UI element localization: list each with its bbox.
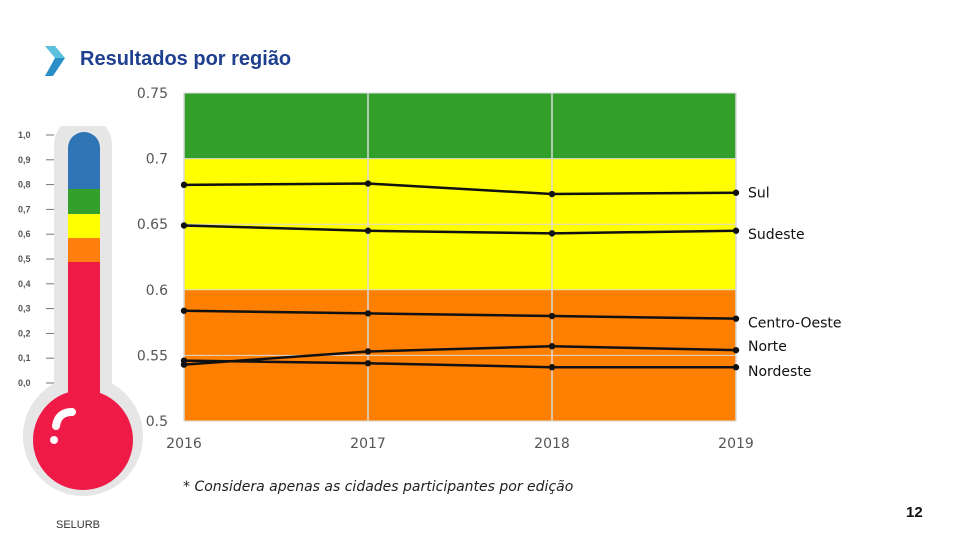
- x-axis-ticks: 2016 2017 2018 2019: [166, 436, 754, 452]
- chart-bands: [184, 93, 736, 421]
- series-point: [364, 310, 372, 317]
- thermometer-scale-label: 0,6: [18, 229, 31, 239]
- series-point: [364, 180, 372, 187]
- series-label: Nordeste: [748, 364, 811, 380]
- brand-label: SELURB: [56, 519, 101, 531]
- x-tick-label: 2016: [166, 436, 202, 452]
- x-tick-label: 2017: [350, 436, 386, 452]
- series-label: Norte: [748, 339, 787, 355]
- thermometer-shine-dot: [50, 436, 58, 444]
- thermometer-band-yellow: [68, 214, 100, 239]
- series-point: [548, 230, 556, 237]
- series-point: [732, 315, 740, 322]
- footnote: * Considera apenas as cidades participan…: [183, 479, 574, 495]
- series-point: [732, 346, 740, 354]
- series-line: [183, 359, 736, 369]
- thermometer-scale-label: 0,1: [18, 353, 31, 363]
- chart-series: [180, 180, 740, 371]
- series-label: Centro-Oeste: [748, 316, 842, 332]
- thermometer-scale-label: 0,2: [18, 328, 31, 338]
- series-label: Sudeste: [748, 227, 805, 243]
- series-point: [180, 181, 188, 189]
- series-point: [548, 343, 556, 350]
- series-point: [180, 307, 188, 314]
- series-labels: Sul Sudeste Centro-Oeste Norte Nordeste: [748, 186, 842, 380]
- series-point: [548, 312, 556, 320]
- thermometer-shine: [52, 408, 76, 430]
- series-label: Sul: [748, 186, 770, 202]
- page-title: Resultados por região: [80, 48, 292, 70]
- series-point: [364, 360, 372, 367]
- thermometer-scale-label: 0,4: [18, 279, 31, 289]
- thermometer-band-green: [68, 189, 100, 214]
- series-line: [183, 344, 737, 366]
- thermometer-scale-label: 0,8: [18, 180, 31, 190]
- thermometer-scale-label: 0,5: [18, 254, 31, 264]
- thermometer-scale-label: 0,3: [18, 304, 31, 314]
- series-point: [732, 364, 740, 371]
- x-tick-label: 2019: [718, 436, 754, 452]
- series-point: [548, 364, 556, 371]
- y-tick-label: 0.6: [146, 283, 168, 299]
- series-point: [732, 189, 740, 196]
- x-tick-label: 2018: [534, 436, 570, 452]
- thermometer-scale-labels: 1,0 0,9 0,8 0,7 0,6 0,5 0,4 0,3 0,2 0,1 0,0: [18, 130, 54, 388]
- thermometer-scale-label: 0,7: [18, 204, 31, 214]
- y-tick-label: 0.75: [137, 86, 168, 102]
- series-point: [180, 357, 188, 364]
- thermometer-icon: 1,0 0,9 0,8 0,7 0,6 0,5 0,4 0,3 0,2 0,1 0,0: [18, 126, 143, 496]
- selurb-logo-icon: [45, 46, 65, 76]
- y-axis-ticks: 0.5 0.55 0.6 0.65 0.7 0.75: [137, 86, 168, 430]
- y-tick-label: 0.7: [146, 152, 168, 168]
- y-tick-label: 0.55: [137, 348, 168, 364]
- series-point: [180, 222, 188, 229]
- thermometer-band-orange: [68, 238, 100, 263]
- series-point: [732, 227, 740, 234]
- series-point: [364, 227, 372, 234]
- series-line: [183, 224, 737, 235]
- page-number: 12: [906, 504, 923, 521]
- thermometer-band-blue-fill: [68, 156, 100, 190]
- chart-band: [184, 93, 736, 159]
- y-tick-label: 0.5: [146, 414, 168, 430]
- series-line: [183, 309, 737, 320]
- thermometer-scale-label: 0,9: [18, 155, 31, 165]
- thermometer-scale-label: 0,0: [18, 378, 31, 388]
- y-tick-label: 0.65: [137, 217, 168, 233]
- series-point: [364, 348, 372, 355]
- series-line: [183, 182, 737, 196]
- thermometer-scale-label: 1,0: [18, 130, 31, 140]
- series-point: [548, 190, 556, 198]
